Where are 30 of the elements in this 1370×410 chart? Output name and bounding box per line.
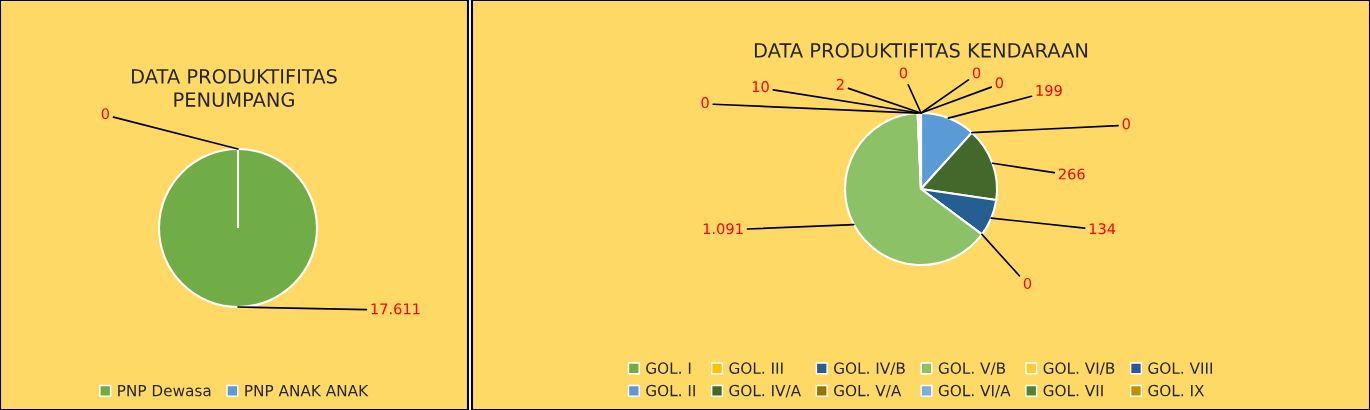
data-label: 17.611 xyxy=(371,303,420,315)
legend-label: PNP Dewasa xyxy=(118,384,211,397)
legend-label: GOL. VI/A xyxy=(938,384,1011,398)
legend-label: GOL. III xyxy=(729,362,783,374)
text: 0 xyxy=(899,67,908,79)
data-label: 134 xyxy=(1089,223,1116,235)
data-label: 2 xyxy=(836,78,844,90)
legend-label: GOL. IV/A xyxy=(729,384,801,398)
legend-label: GOL. VIII xyxy=(1148,362,1213,374)
chart-title: DATA PRODUKTIFITAS KENDARAAN xyxy=(754,43,1088,58)
data-label: 10 xyxy=(752,81,769,93)
legend-label: GOL. I xyxy=(646,362,691,374)
data-label: 1.091 xyxy=(703,223,743,235)
chart-title: DATA PRODUKTIFITAS PENUMPANG xyxy=(132,68,337,107)
text: 0 xyxy=(995,77,1004,89)
legend-label: GOL. IV/B xyxy=(834,362,905,376)
text: 0 xyxy=(972,67,981,79)
legend-label: GOL. V/A xyxy=(834,384,902,398)
text: 0 xyxy=(701,97,709,109)
legend-label: PNP ANAK ANAK xyxy=(245,384,369,397)
legend-label: GOL. IX xyxy=(1148,384,1205,397)
data-label: 266 xyxy=(1058,168,1085,180)
text: 0 xyxy=(1122,118,1130,130)
text: 0 xyxy=(1023,277,1032,289)
legend-label: GOL. VII xyxy=(1043,384,1103,397)
data-label: 199 xyxy=(1036,84,1062,96)
text: 0 xyxy=(101,108,110,120)
legend-label: GOL. V/B xyxy=(938,362,1006,376)
legend-label: GOL. VI/B xyxy=(1043,362,1115,376)
legend-label: GOL. II xyxy=(646,384,695,397)
